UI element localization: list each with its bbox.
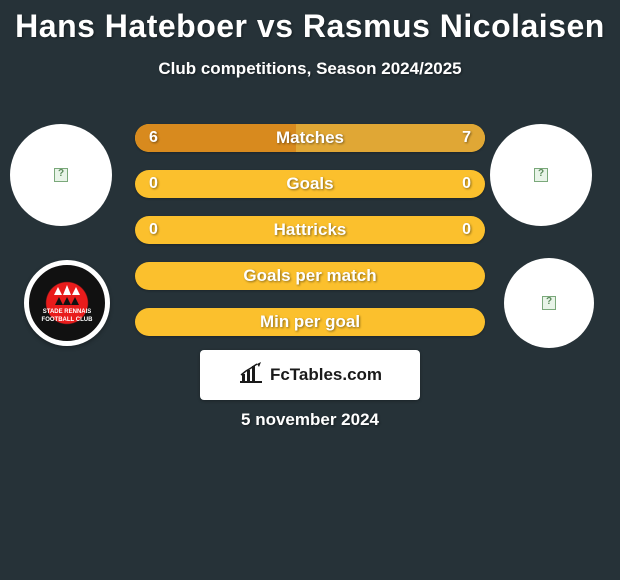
stat-value-left: 6 — [149, 129, 158, 147]
stat-label: Matches — [276, 128, 344, 148]
stat-label: Goals per match — [243, 266, 376, 286]
stat-row-matches: 6 Matches 7 — [135, 124, 485, 152]
club2-badge — [504, 258, 594, 348]
club1-label-bottom: FOOTBALL CLUB — [42, 317, 93, 323]
stat-value-right: 0 — [462, 221, 471, 239]
stat-label: Min per goal — [260, 312, 360, 332]
stat-row-goals: 0 Goals 0 — [135, 170, 485, 198]
brand-box[interactable]: FcTables.com — [200, 350, 420, 400]
player1-avatar — [10, 124, 112, 226]
image-placeholder-icon — [54, 168, 68, 182]
date-label: 5 november 2024 — [0, 410, 620, 430]
stat-row-min-per-goal: Min per goal — [135, 308, 485, 336]
club1-badge: STADE RENNAIS FOOTBALL CLUB — [24, 260, 110, 346]
stat-row-goals-per-match: Goals per match — [135, 262, 485, 290]
stat-value-right: 0 — [462, 175, 471, 193]
player2-avatar — [490, 124, 592, 226]
image-placeholder-icon — [542, 296, 556, 310]
stat-label: Goals — [286, 174, 333, 194]
stat-value-right: 7 — [462, 129, 471, 147]
stats-container: 6 Matches 7 0 Goals 0 0 Hattricks 0 Goal… — [135, 124, 485, 354]
bar-chart-icon — [238, 362, 264, 389]
subtitle: Club competitions, Season 2024/2025 — [0, 59, 620, 79]
stat-row-hattricks: 0 Hattricks 0 — [135, 216, 485, 244]
brand-label: FcTables.com — [270, 365, 382, 385]
stat-label: Hattricks — [274, 220, 347, 240]
page-title: Hans Hateboer vs Rasmus Nicolaisen — [0, 0, 620, 45]
stat-value-left: 0 — [149, 175, 158, 193]
stat-fill-player1 — [135, 124, 296, 152]
club1-label-top: STADE RENNAIS — [43, 309, 92, 315]
image-placeholder-icon — [534, 168, 548, 182]
club-ermine-icon — [52, 283, 82, 307]
stat-value-left: 0 — [149, 221, 158, 239]
